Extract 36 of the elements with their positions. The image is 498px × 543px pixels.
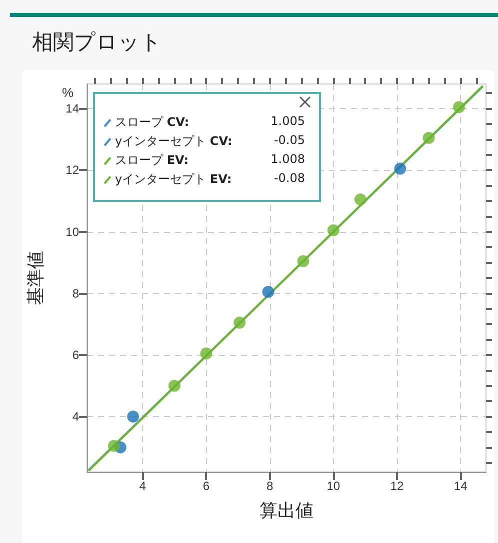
point — [108, 440, 120, 452]
point — [200, 347, 212, 360]
annotation: 1.008 — [270, 152, 305, 166]
y-tick-label: 4 — [72, 410, 80, 424]
x-tick-label: 6 — [202, 479, 210, 493]
annotation: スロープ CV: — [115, 115, 190, 129]
y-axis-title: 基準値 — [26, 251, 46, 305]
x-axis-title: 算出値 — [260, 500, 314, 522]
annotation: yインターセプト CV: — [115, 134, 232, 148]
x-tick-label: 12 — [390, 479, 404, 493]
point — [297, 255, 310, 268]
point — [234, 316, 246, 329]
y-tick-label: 12 — [66, 163, 80, 178]
point — [354, 193, 366, 206]
y-tick-label: 14 — [66, 102, 80, 116]
point — [452, 101, 465, 114]
x-tick-label: 8 — [266, 479, 274, 493]
annotation: -0.05 — [274, 133, 305, 147]
y-tick-label: 10 — [66, 224, 80, 239]
annotation: yインターセプト EV: — [115, 172, 232, 186]
point — [127, 410, 140, 423]
chart-title: 相関プロット — [32, 29, 162, 56]
x-tick-label: 14 — [454, 479, 468, 493]
point — [262, 286, 274, 298]
annotation: 1.005 — [270, 114, 305, 128]
point — [394, 162, 406, 175]
point — [422, 132, 435, 144]
y-tick-label: 6 — [72, 348, 80, 362]
annotation: -0.08 — [274, 171, 305, 185]
x-tick-label: 10 — [326, 479, 340, 493]
annotation: スロープ EV: — [115, 153, 189, 167]
text: % — [62, 85, 74, 100]
point — [327, 224, 340, 236]
y-tick-label: 8 — [72, 286, 80, 300]
x-tick-label: 4 — [139, 479, 146, 493]
point — [168, 380, 180, 392]
